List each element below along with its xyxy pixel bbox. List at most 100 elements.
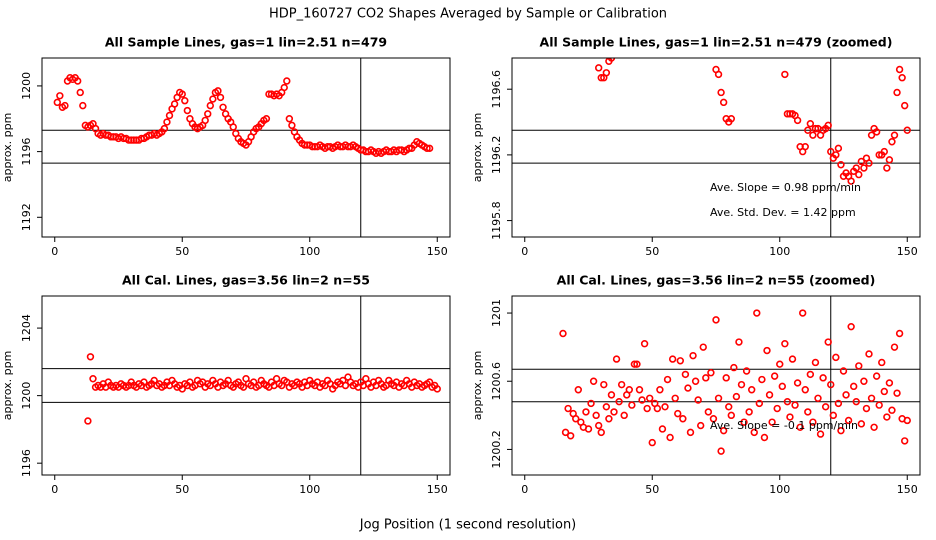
x-tick-label: 0 <box>51 483 58 496</box>
point <box>219 103 227 111</box>
point <box>635 386 644 394</box>
point <box>689 351 697 360</box>
point <box>883 413 891 421</box>
point <box>890 343 899 351</box>
point <box>755 399 764 408</box>
plot-frame <box>511 57 921 238</box>
y-axis-label: approx. ppm <box>471 351 484 421</box>
point <box>423 144 431 153</box>
point <box>745 408 753 416</box>
point <box>806 370 815 379</box>
point <box>719 98 728 107</box>
annotation: Ave. Std. Dev. = 1.42 ppm <box>710 206 856 219</box>
point <box>811 358 820 367</box>
point <box>661 403 669 411</box>
y-axis-label: approx. ppm <box>1 113 14 183</box>
point <box>229 123 237 131</box>
point <box>600 380 608 389</box>
point <box>809 418 817 426</box>
point <box>696 421 705 430</box>
plot-area <box>42 296 450 475</box>
point <box>875 401 883 409</box>
point <box>679 415 687 423</box>
point <box>727 411 735 420</box>
point <box>878 358 886 367</box>
point <box>832 353 840 362</box>
y-tick-label: 1196 <box>20 138 33 166</box>
figure-title: HDP_160727 CO2 Shapes Averaged by Sample… <box>269 7 667 22</box>
point <box>280 83 288 92</box>
point <box>564 404 572 413</box>
point <box>900 437 909 445</box>
point <box>837 161 845 169</box>
point <box>694 396 702 404</box>
point <box>781 70 789 79</box>
point <box>834 399 843 408</box>
point <box>837 426 845 435</box>
point <box>691 377 700 385</box>
point <box>867 394 876 402</box>
point <box>758 375 766 384</box>
point <box>617 380 626 389</box>
point <box>895 65 904 74</box>
point <box>663 375 672 384</box>
point <box>849 382 858 391</box>
point <box>860 164 868 172</box>
point <box>612 355 621 363</box>
x-tick-label: 150 <box>897 245 918 258</box>
point <box>814 394 822 402</box>
point <box>625 386 633 394</box>
panel-title: All Sample Lines, gas=1 lin=2.51 n=479 (… <box>540 35 893 50</box>
point <box>834 144 843 153</box>
point <box>262 115 271 123</box>
point <box>61 101 69 110</box>
point <box>79 101 87 110</box>
point <box>801 142 809 151</box>
point <box>648 438 656 447</box>
point <box>900 101 909 110</box>
point <box>860 377 868 385</box>
point <box>732 392 741 401</box>
point <box>727 115 735 123</box>
point <box>702 374 710 382</box>
point <box>719 426 728 435</box>
point <box>842 391 850 399</box>
point <box>628 401 636 409</box>
point <box>610 408 618 416</box>
point <box>829 411 837 420</box>
point <box>776 360 784 368</box>
y-tick-label: 1192 <box>20 203 33 231</box>
x-tick-label: 100 <box>299 483 320 496</box>
point <box>725 403 733 411</box>
point <box>788 355 797 363</box>
plot-area <box>512 296 920 475</box>
point <box>638 396 646 404</box>
point <box>709 415 718 423</box>
point <box>857 420 866 428</box>
point <box>607 58 616 62</box>
x-tick-label: 0 <box>51 245 58 258</box>
point <box>86 353 95 361</box>
point <box>686 428 695 437</box>
panel-title: All Cal. Lines, gas=3.56 lin=2 n=55 <box>122 273 370 288</box>
point <box>870 423 878 431</box>
point <box>597 74 605 82</box>
point <box>875 151 883 159</box>
point <box>852 164 860 172</box>
point <box>893 88 901 97</box>
point <box>717 88 725 97</box>
x-tick-label: 150 <box>897 483 918 496</box>
point <box>433 385 441 393</box>
point <box>793 379 802 387</box>
point <box>704 408 713 416</box>
x-tick-label: 150 <box>427 245 448 258</box>
point <box>888 406 896 414</box>
plot-frame <box>41 295 451 476</box>
y-tick-label: 1195.8 <box>490 201 503 240</box>
point <box>666 433 674 442</box>
point <box>714 70 723 79</box>
point <box>768 418 776 426</box>
x-tick-label: 150 <box>427 483 448 496</box>
x-tick-label: 100 <box>299 245 320 258</box>
point <box>798 309 807 317</box>
